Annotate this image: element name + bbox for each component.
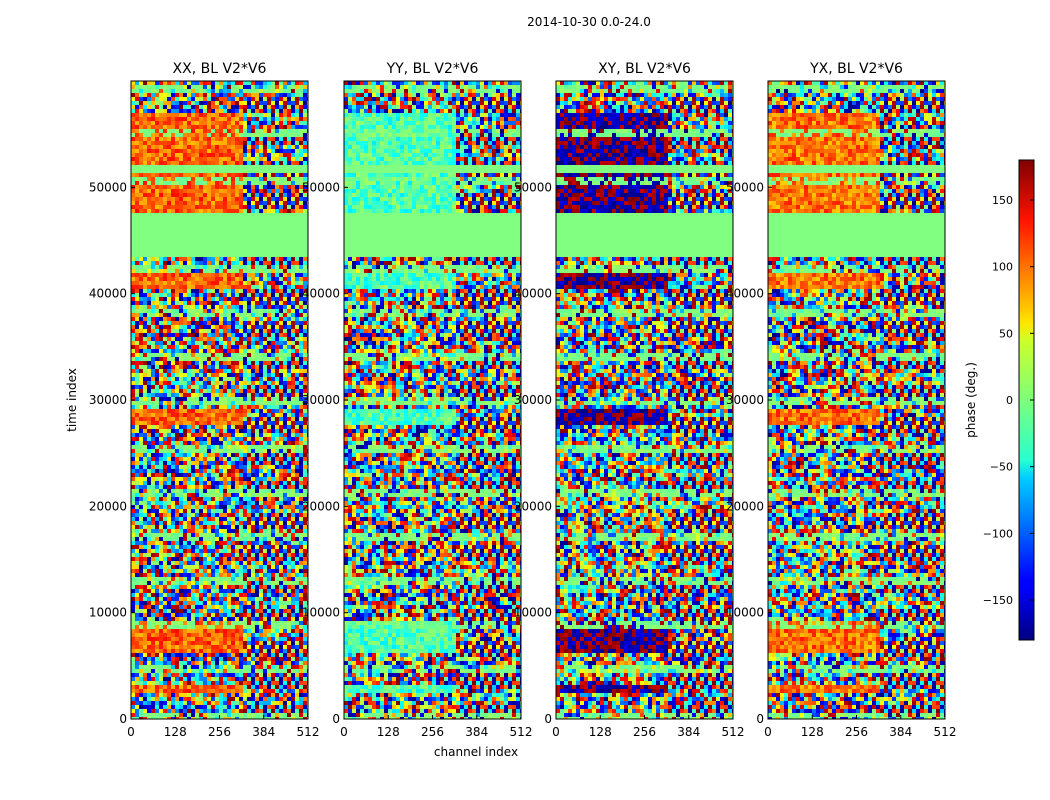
y-tick-label: 50000 — [302, 180, 340, 194]
colorbar-tick-label: 150 — [992, 194, 1013, 207]
y-tick-label: 40000 — [726, 287, 764, 301]
x-tick-label: 256 — [633, 725, 656, 739]
y-axis-label: time index — [65, 368, 79, 432]
y-tick-label: 50000 — [514, 180, 552, 194]
y-tick-label: 20000 — [89, 499, 127, 513]
x-tick-label: 384 — [677, 725, 700, 739]
colorbar-tick-label: −100 — [983, 527, 1013, 540]
panel-0: XX, BL V2*V6 0 128 256 384 512 0 10000 20000 3000… — [89, 61, 320, 739]
y-tick-label: 20000 — [726, 499, 764, 513]
colorbar-tick-label: −50 — [990, 461, 1013, 474]
colorbar-tick-label: 100 — [992, 261, 1013, 274]
y-tick-label: 40000 — [514, 287, 552, 301]
x-tick-label: 0 — [340, 725, 348, 739]
x-tick-label: 128 — [377, 725, 400, 739]
x-tick-label: 256 — [421, 725, 444, 739]
y-tick-label: 0 — [332, 712, 340, 726]
panels-group: XX, BL V2*V6 0 128 256 384 512 0 10000 20000 3000… — [89, 61, 957, 739]
panel-title: YY, BL V2*V6 — [386, 61, 479, 77]
y-tick-label: 20000 — [302, 499, 340, 513]
colorbar-tick-label: 0 — [1006, 394, 1013, 407]
y-tick-label: 50000 — [726, 180, 764, 194]
x-tick-label: 512 — [297, 725, 320, 739]
phase-image — [768, 81, 948, 721]
panel-1: YY, BL V2*V6 0 128 256 384 512 0 10000 20000 3000… — [302, 61, 533, 739]
y-tick-label: 0 — [544, 712, 552, 726]
figure: 2014-10-30 0.0-24.0 XX, BL V2*V6 0 128 256 3… — [0, 0, 1050, 800]
panel-2: XY, BL V2*V6 0 128 256 384 512 0 10000 20000 3000… — [514, 61, 745, 739]
y-tick-label: 10000 — [514, 606, 552, 620]
figure-title: 2014-10-30 0.0-24.0 — [527, 15, 651, 29]
panel-3: YX, BL V2*V6 0 128 256 384 512 0 10000 20000 3000… — [726, 61, 957, 739]
x-axis-label: channel index — [434, 745, 518, 759]
x-tick-label: 384 — [889, 725, 912, 739]
panel-title: XX, BL V2*V6 — [173, 61, 267, 77]
y-tick-label: 40000 — [302, 287, 340, 301]
y-tick-label: 0 — [119, 712, 127, 726]
x-tick-label: 512 — [722, 725, 745, 739]
phase-image — [556, 81, 736, 721]
x-tick-label: 0 — [127, 725, 135, 739]
colorbar-tick-label: 50 — [999, 327, 1013, 340]
x-tick-label: 128 — [801, 725, 824, 739]
x-tick-label: 512 — [934, 725, 957, 739]
x-tick-label: 256 — [845, 725, 868, 739]
x-tick-label: 384 — [252, 725, 275, 739]
y-tick-label: 30000 — [302, 393, 340, 407]
colorbar: −150 −100 −50 0 50 100 150 phase (deg.) — [964, 160, 1034, 640]
y-tick-label: 10000 — [302, 606, 340, 620]
y-tick-label: 10000 — [726, 606, 764, 620]
colorbar-label: phase (deg.) — [964, 362, 978, 438]
phase-image — [131, 81, 311, 721]
x-tick-label: 256 — [208, 725, 231, 739]
y-tick-label: 50000 — [89, 180, 127, 194]
x-tick-label: 128 — [164, 725, 187, 739]
x-tick-label: 384 — [465, 725, 488, 739]
y-tick-label: 30000 — [89, 393, 127, 407]
x-tick-label: 0 — [552, 725, 560, 739]
x-tick-label: 512 — [510, 725, 533, 739]
x-tick-label: 0 — [764, 725, 772, 739]
y-tick-label: 30000 — [514, 393, 552, 407]
y-tick-label: 40000 — [89, 287, 127, 301]
panel-title: YX, BL V2*V6 — [809, 61, 903, 77]
colorbar-tick-label: −150 — [983, 594, 1013, 607]
y-tick-label: 30000 — [726, 393, 764, 407]
panel-title: XY, BL V2*V6 — [598, 61, 691, 77]
phase-image — [344, 81, 524, 721]
x-tick-label: 128 — [589, 725, 612, 739]
y-tick-label: 10000 — [89, 606, 127, 620]
y-tick-label: 0 — [756, 712, 764, 726]
y-tick-label: 20000 — [514, 499, 552, 513]
